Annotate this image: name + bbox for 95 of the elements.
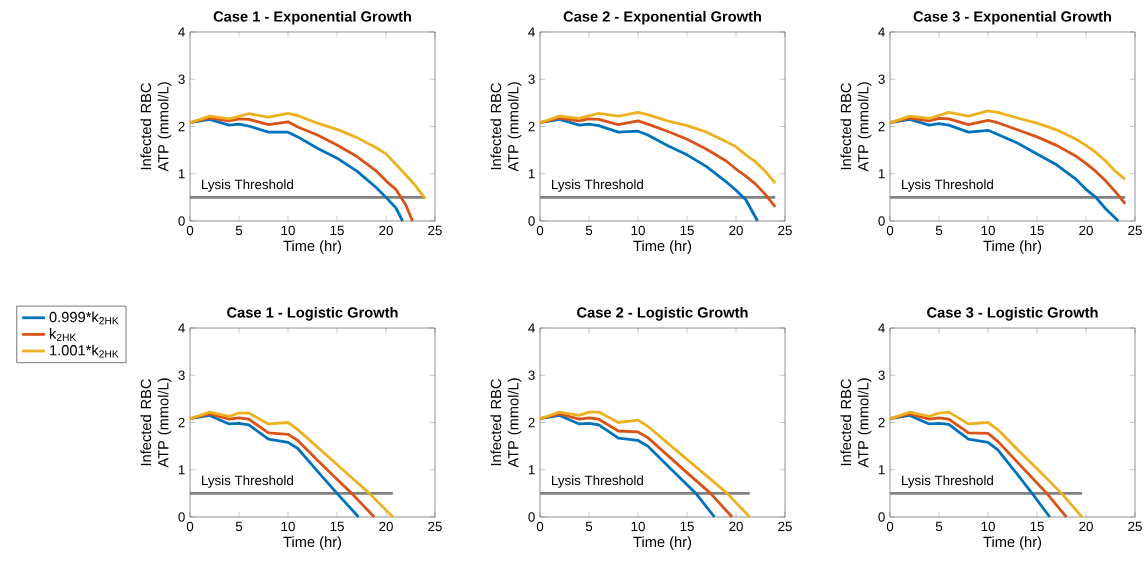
- x-tick-label: 5: [585, 225, 593, 236]
- x-axis-title: Time (hr): [983, 240, 1042, 254]
- x-tick-label: 10: [631, 225, 645, 236]
- x-tick-label: 0: [536, 521, 544, 532]
- y-tick-label: 1: [178, 465, 185, 475]
- chart-title: Case 3 - Exponential Growth: [913, 10, 1112, 25]
- y-tick-label: 0: [528, 216, 535, 226]
- x-tick-label: 10: [981, 225, 995, 236]
- y-tick-label: 4: [178, 27, 185, 37]
- chart-title: Case 2 - Exponential Growth: [563, 10, 762, 25]
- y-tick-label: 2: [878, 417, 885, 428]
- y-tick-label: 1: [528, 169, 535, 179]
- x-tick-label: 10: [981, 521, 995, 532]
- y-tick-label: 0: [878, 512, 885, 522]
- x-tick-label: 15: [1030, 521, 1044, 532]
- y-tick-label: 3: [528, 74, 535, 84]
- x-axis-title: Time (hr): [283, 536, 342, 550]
- x-tick-label: 10: [281, 521, 295, 532]
- x-axis-title: Time (hr): [633, 536, 692, 550]
- x-tick-label: 25: [428, 521, 442, 532]
- x-tick-label: 10: [281, 225, 295, 236]
- y-tick-label: 1: [878, 169, 885, 179]
- x-tick-label: 5: [935, 225, 943, 236]
- y-tick-label: 0: [178, 216, 185, 226]
- y-axis-title: Infected RBC ATP (mmol/L): [840, 82, 872, 172]
- x-tick-label: 15: [680, 225, 694, 236]
- x-tick-label: 0: [536, 225, 544, 236]
- x-tick-label: 20: [729, 521, 743, 532]
- x-axis-title: Time (hr): [283, 240, 342, 254]
- chart-title: Case 1 - Logistic Growth: [227, 306, 398, 321]
- x-tick-label: 25: [1128, 225, 1142, 236]
- y-axis-title: Infected RBC ATP (mmol/L): [490, 378, 522, 468]
- y-tick-label: 2: [528, 417, 535, 428]
- y-tick-label: 3: [178, 74, 185, 84]
- x-tick-label: 0: [886, 225, 894, 236]
- x-tick-label: 25: [778, 225, 792, 236]
- y-tick-label: 4: [178, 323, 185, 333]
- y-axis-title: Infected RBC ATP (mmol/L): [490, 82, 522, 172]
- x-tick-label: 20: [379, 225, 393, 236]
- y-tick-label: 0: [178, 512, 185, 522]
- y-tick-label: 4: [878, 27, 885, 37]
- y-tick-label: 4: [528, 27, 535, 37]
- y-tick-label: 1: [528, 465, 535, 475]
- x-tick-label: 25: [428, 225, 442, 236]
- x-tick-label: 10: [631, 521, 645, 532]
- line-series: [888, 109, 1127, 181]
- y-tick-label: 4: [878, 323, 885, 333]
- ref-line-label: Lysis Threshold: [552, 475, 643, 488]
- ref-line-label: Lysis Threshold: [902, 475, 993, 488]
- line-series: [188, 111, 427, 201]
- y-tick-label: 0: [878, 216, 885, 226]
- ref-line-label: Lysis Threshold: [202, 179, 293, 192]
- chart-title: Case 1 - Exponential Growth: [213, 10, 412, 25]
- legend-label: 0.999*k$_{2HK}$: [49, 311, 119, 325]
- x-tick-label: 15: [330, 225, 344, 236]
- x-tick-label: 25: [778, 521, 792, 532]
- x-tick-label: 5: [235, 521, 243, 532]
- x-tick-label: 20: [1079, 521, 1093, 532]
- y-tick-label: 1: [878, 465, 885, 475]
- x-tick-label: 15: [330, 521, 344, 532]
- y-tick-label: 1: [178, 169, 185, 179]
- x-tick-label: 5: [585, 521, 593, 532]
- legend-label: k$_{2HK}$: [49, 328, 77, 341]
- x-tick-label: 5: [235, 225, 243, 236]
- y-tick-label: 2: [528, 121, 535, 132]
- y-tick-label: 2: [178, 121, 185, 132]
- y-tick-label: 3: [528, 370, 535, 380]
- x-tick-label: 20: [1079, 225, 1093, 236]
- x-tick-label: 15: [1030, 225, 1044, 236]
- ref-line-label: Lysis Threshold: [902, 179, 993, 192]
- x-axis-title: Time (hr): [983, 536, 1042, 550]
- y-tick-label: 3: [178, 370, 185, 380]
- y-tick-label: 0: [528, 512, 535, 522]
- y-tick-label: 4: [528, 323, 535, 333]
- y-tick-label: 2: [878, 121, 885, 132]
- x-tick-label: 20: [379, 521, 393, 532]
- x-tick-label: 5: [935, 521, 943, 532]
- x-tick-label: 25: [1128, 521, 1142, 532]
- x-tick-label: 0: [186, 225, 194, 236]
- y-axis-title: Infected RBC ATP (mmol/L): [840, 378, 872, 468]
- y-tick-label: 3: [878, 74, 885, 84]
- chart-title: Case 3 - Logistic Growth: [927, 306, 1098, 321]
- x-tick-label: 15: [680, 521, 694, 532]
- y-tick-label: 3: [878, 370, 885, 380]
- x-tick-label: 0: [886, 521, 894, 532]
- x-tick-label: 20: [729, 225, 743, 236]
- y-axis-title: Infected RBC ATP (mmol/L): [140, 378, 172, 468]
- chart-title: Case 2 - Logistic Growth: [577, 306, 748, 321]
- legend-label: 1.001*k$_{2HK}$: [50, 344, 119, 358]
- y-axis-title: Infected RBC ATP (mmol/L): [140, 82, 172, 172]
- x-axis-title: Time (hr): [633, 240, 692, 254]
- ref-line-label: Lysis Threshold: [202, 475, 293, 488]
- x-tick-label: 0: [186, 521, 194, 532]
- y-tick-label: 2: [178, 417, 185, 428]
- ref-line-label: Lysis Threshold: [552, 179, 643, 192]
